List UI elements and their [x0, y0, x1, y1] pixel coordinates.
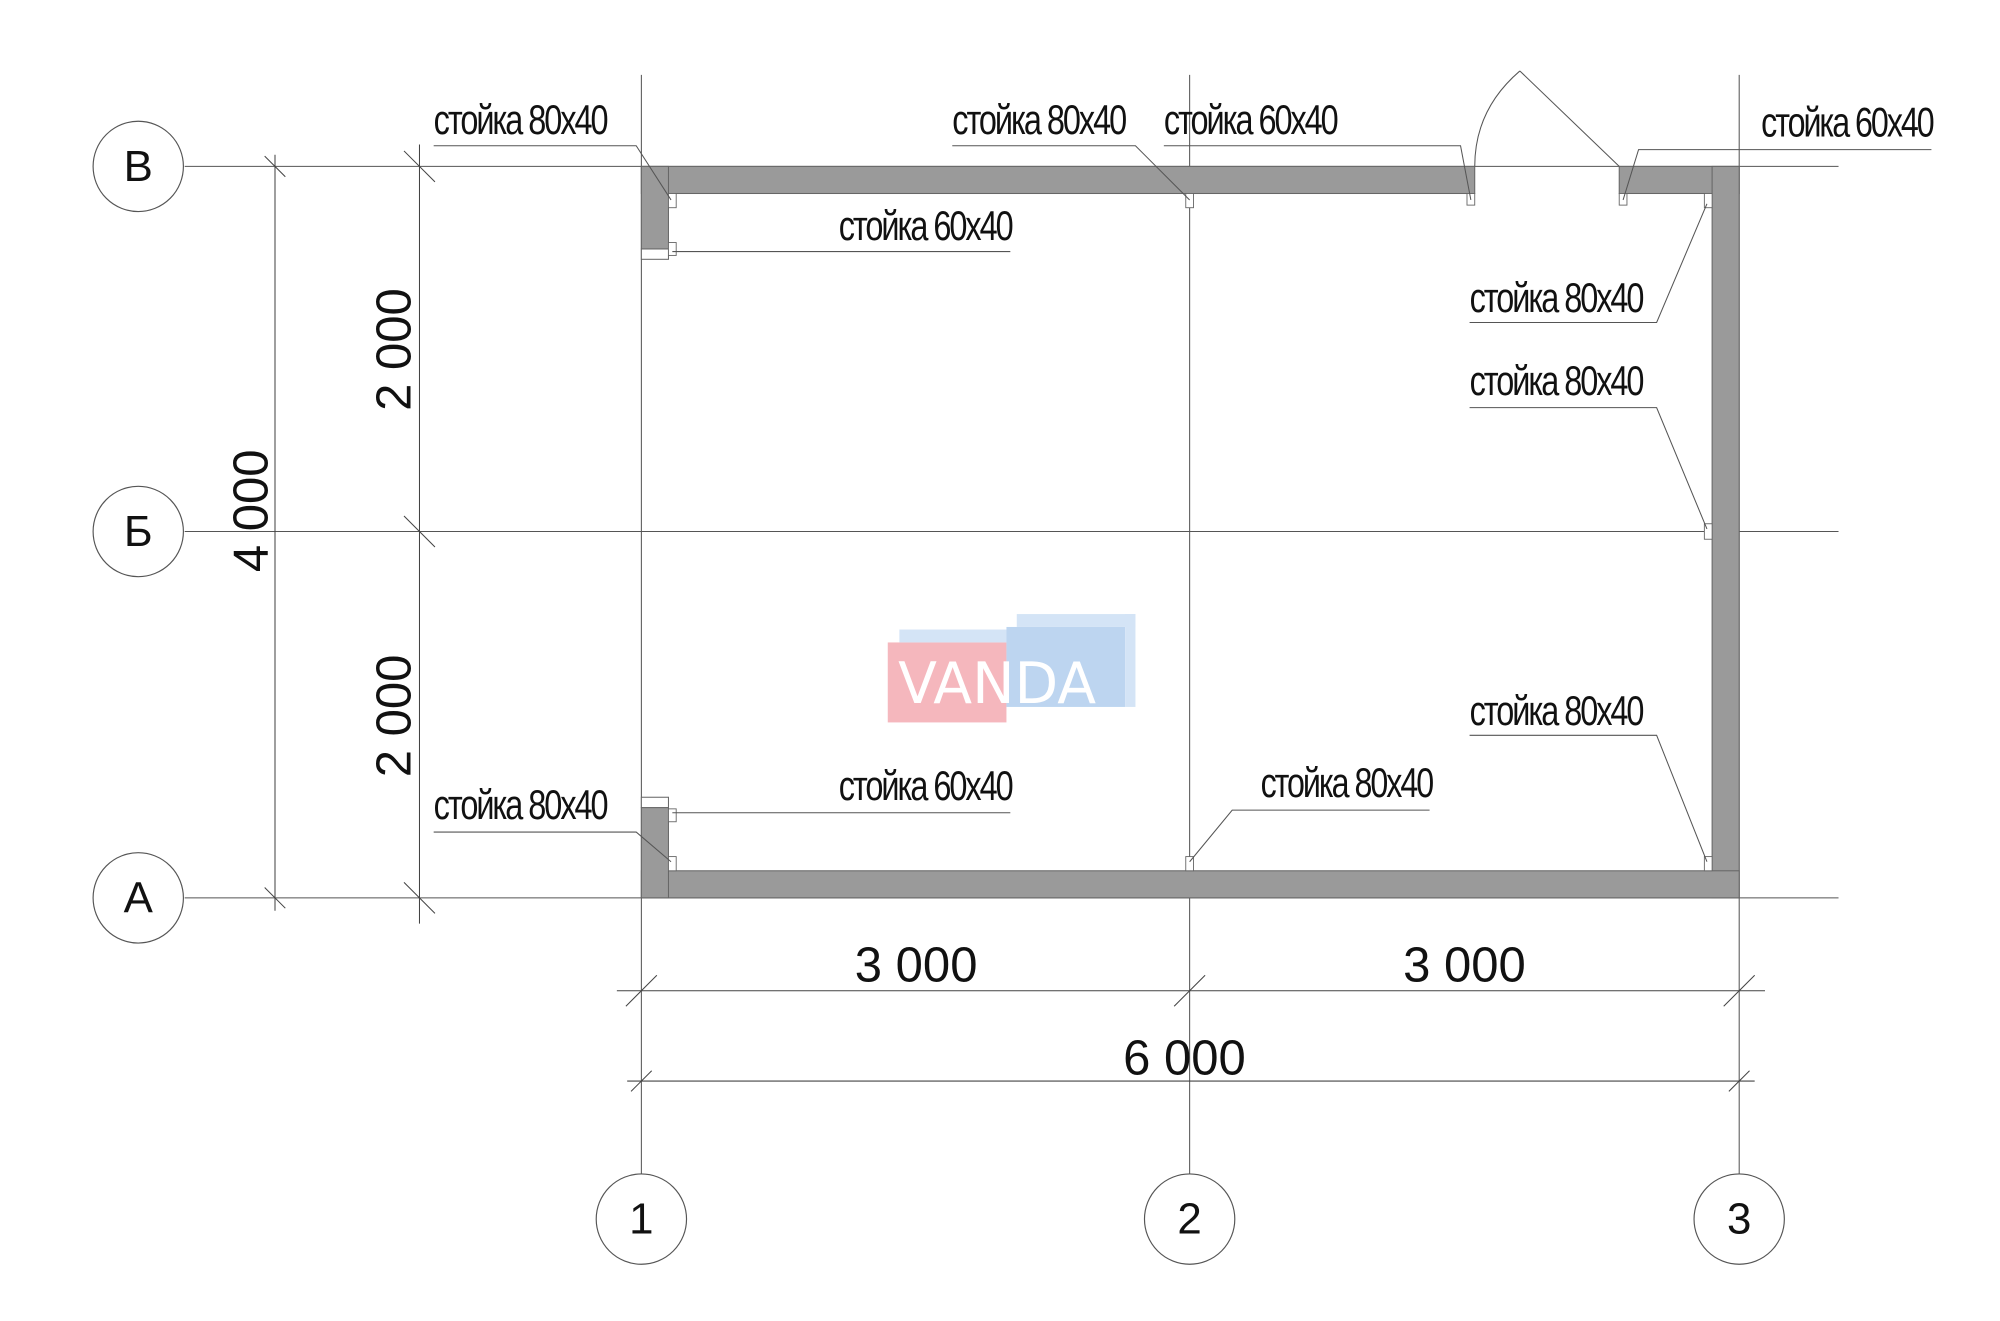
- watermark-text: VANDA: [898, 651, 1096, 717]
- wall-top-left: [640, 165, 1476, 195]
- axis-label-col-1: 1: [629, 1195, 653, 1244]
- post-label: стойка 80х40: [1470, 688, 1644, 734]
- axis-label-row-1: В: [124, 142, 153, 191]
- wall-left-upper: [640, 165, 669, 250]
- post-label: стойка 60х40: [839, 763, 1013, 809]
- axis-bubbles: В Б А 1 2 3: [92, 120, 1785, 1265]
- watermark-logo: VANDA: [887, 614, 1136, 723]
- post-label: стойка 60х40: [1164, 97, 1338, 143]
- leader-lines: [433, 145, 1932, 863]
- dimension-lines: [264, 144, 1765, 1092]
- axis-label-col-3: 3: [1727, 1195, 1751, 1244]
- dim-bottom-total: 6 000: [1123, 1032, 1246, 1086]
- wall-bottom: [640, 870, 1740, 899]
- dim-bottom-right: 3 000: [1403, 939, 1526, 993]
- dim-left-total: 4 000: [224, 450, 278, 573]
- wall-left-lower: [640, 807, 669, 899]
- post-label: стойка 80х40: [1470, 358, 1644, 404]
- post-label: стойка 80х40: [434, 782, 608, 828]
- post-label: стойка 60х40: [1761, 100, 1934, 146]
- door-swing: [1474, 70, 1620, 167]
- walls: [640, 165, 1740, 899]
- dim-bottom-left: 3 000: [855, 939, 978, 993]
- axis-label-col-2: 2: [1177, 1195, 1201, 1244]
- post-label: стойка 80х40: [952, 97, 1126, 143]
- dim-left-upper: 2 000: [367, 288, 421, 411]
- axis-label-row-3: А: [124, 873, 154, 922]
- post-label: стойка 60х40: [839, 203, 1013, 249]
- dim-left-lower: 2 000: [367, 655, 421, 778]
- post-label: стойка 80х40: [1261, 760, 1434, 806]
- wall-right: [1711, 165, 1740, 899]
- axis-label-row-2: Б: [124, 507, 153, 556]
- post-label: стойка 80х40: [434, 97, 608, 143]
- post-label: стойка 80х40: [1470, 275, 1644, 321]
